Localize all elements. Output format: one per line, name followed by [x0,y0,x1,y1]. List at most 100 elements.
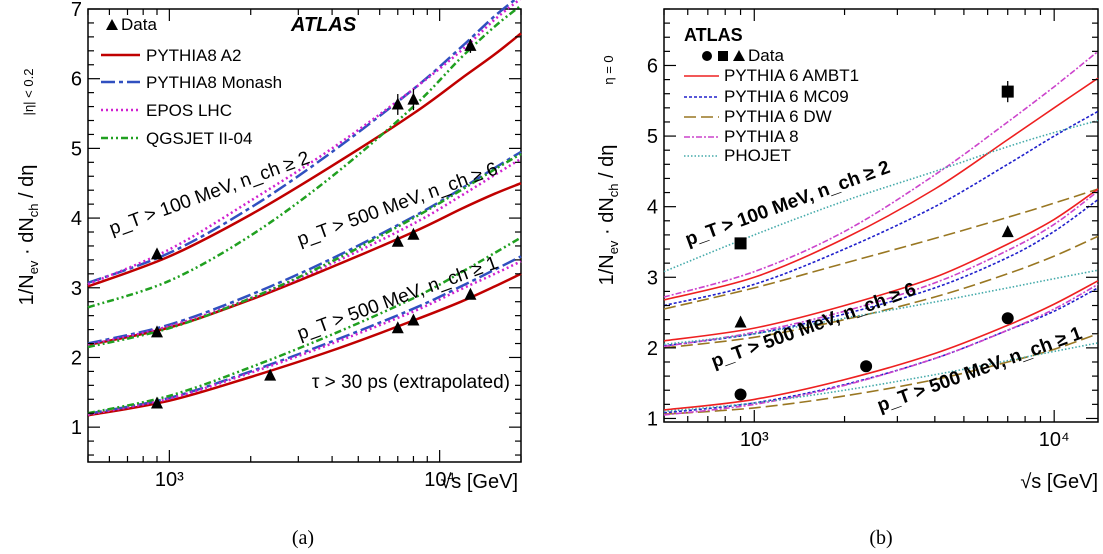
data-point-b-pt-500-mev-nch-6-0 [734,315,747,328]
curve-b-pythia-6-dw-pt-100-mev-nch-2 [663,188,1099,310]
data-point-a-pt-100-mev-nch-2-3 [464,38,477,51]
legend-label-monash: PYTHIA8 Monash [146,73,282,92]
legend-label-mc09: PYTHIA 6 MC09 [724,87,849,106]
curve-b-pythia-6-mc09-pt-500-mev-nch-6 [663,198,1099,347]
legend-label-data-a: Data [121,15,157,34]
data-point-a-pt-500-mev-nch-6-1 [391,234,404,247]
curve-a-pythia8-monash-pt-500-mev-nch-1 [87,255,522,416]
curve-a-epos-lhc-pt-100-mev-nch-2 [87,0,522,286]
y-tick-label-a-1: 1 [71,417,82,439]
curve-b-pythia-8-pt-500-mev-nch-1 [663,283,1099,416]
data-point-b-pt-100-mev-nch-2-1 [1001,85,1014,98]
x-axis-label-b: √s [GeV] [1020,471,1098,493]
legend-marker-square-b [718,51,728,61]
y-axis-label-b: 1/Nev · dNch / dη [596,145,621,286]
y-tick-label-b-5: 5 [647,126,658,148]
y-tick-label-a-4: 4 [71,208,82,230]
y-tick-label-b-3: 3 [647,267,658,289]
x-tick-label-b-1: 10⁴ [1039,429,1070,451]
data-point-a-pt-100-mev-nch-2-1 [391,97,404,110]
data-point-b-pt-100-mev-nch-2-0 [734,237,747,250]
plot-frame-b [663,8,1099,423]
legend-marker-circle-b [702,51,712,61]
data-point-a-pt-500-mev-nch-6-0 [150,325,163,338]
extrapolation-note-a: τ > 30 ps (extrapolated) [312,372,510,393]
x-axis-label-a: √s [GeV] [440,471,518,493]
curve-b-pythia-6-ambt1-pt-100-mev-nch-2 [663,77,1099,301]
y-axis-range-b: η = 0 [601,55,616,84]
y-tick-label-a-2: 2 [71,347,82,369]
legend-marker-triangle-b [733,50,745,61]
y-tick-label-a-7: 7 [71,0,82,21]
selection-label-b-1: p_T > 100 MeV, n_ch ≥ 2 [683,157,893,251]
legend-b: ATLAS Data PYTHIA 6 AMBT1 PYTHIA 6 MC09 … [684,25,859,165]
legend-label-data-b: Data [748,46,784,65]
curves-a [87,0,522,417]
panel-b: 10³ 10⁴ 1 2 3 4 5 6 1/Nev · dNch / dη η = 0 √s … [596,8,1099,549]
curve-b-pythia-6-dw-pt-500-mev-nch-6 [663,235,1099,349]
legend-label-ambt1: PYTHIA 6 AMBT1 [724,66,859,85]
curve-b-pythia-6-mc09-pt-100-mev-nch-2 [663,110,1099,307]
caption-a: (a) [292,527,314,549]
legend-label-dw: PYTHIA 6 DW [724,107,832,126]
data-point-b-pt-500-mev-nch-1-2 [1001,312,1014,325]
y-tick-label-a-5: 5 [71,138,82,160]
data-point-b-pt-500-mev-nch-6-1 [1001,225,1014,238]
curve-a-pythia8-monash-pt-500-mev-nch-6 [87,150,522,345]
curve-a-qgsjet-ii-04-pt-100-mev-nch-2 [87,4,522,309]
curve-a-qgsjet-ii-04-pt-500-mev-nch-6 [87,152,522,349]
ticks-b: 10³ 10⁴ 1 2 3 4 5 6 [647,8,1098,451]
curve-b-pythia-6-dw-pt-500-mev-nch-1 [663,333,1099,415]
experiment-label-b: ATLAS [684,25,743,45]
curve-b-phojet-pt-500-mev-nch-1 [663,342,1099,413]
curve-b-pythia-6-ambt1-pt-500-mev-nch-1 [663,280,1099,411]
legend-a: Data PYTHIA8 A2 PYTHIA8 Monash EPOS LHC … [101,15,282,148]
data-points-a [150,38,477,409]
data-point-a-pt-100-mev-nch-2-0 [150,247,163,260]
y-tick-label-b-1: 1 [647,408,658,430]
curves-b [663,50,1099,416]
data-point-a-pt-500-mev-nch-1-3 [407,313,420,326]
data-point-a-pt-500-mev-nch-1-1 [264,368,277,381]
y-tick-label-b-4: 4 [647,197,658,219]
legend-label-a2: PYTHIA8 A2 [146,46,241,65]
x-tick-label-a-1: 10⁴ [424,469,455,491]
ticks-a: 10³ 10⁴ 1 2 3 4 5 6 7 [71,0,522,491]
curve-b-pythia-8-pt-500-mev-nch-6 [663,190,1099,348]
y-tick-label-a-3: 3 [71,278,82,300]
data-point-a-pt-500-mev-nch-1-4 [464,287,477,300]
x-tick-label-b-0: 10³ [740,429,769,451]
y-axis-range-a: |η| < 0.2 [21,69,36,116]
legend-label-epos: EPOS LHC [146,101,232,120]
experiment-label-a: ATLAS [290,14,357,36]
legend-marker-data-a [106,19,118,30]
plot-frame-a [87,8,522,463]
y-tick-label-b-2: 2 [647,338,658,360]
curve-b-pythia-6-mc09-pt-500-mev-nch-1 [663,287,1099,414]
panel-a: 10³ 10⁴ 1 2 3 4 5 6 7 1/Nev · dNch / dη |η| < 0.… [16,0,522,549]
legend-label-qgsjet: QGSJET II-04 [146,129,252,148]
curve-a-epos-lhc-pt-500-mev-nch-6 [87,157,522,347]
curve-b-pythia-8-pt-100-mev-nch-2 [663,50,1099,298]
curve-b-pythia-6-ambt1-pt-500-mev-nch-6 [663,188,1099,342]
legend-label-phojet: PHOJET [724,146,791,165]
data-points-b [734,81,1014,401]
y-axis-label-a: 1/Nev · dNch / dη [16,165,41,306]
data-point-a-pt-500-mev-nch-1-2 [391,321,404,334]
caption-b: (b) [869,527,892,549]
legend-label-pythia8: PYTHIA 8 [724,127,799,146]
y-tick-label-a-6: 6 [71,69,82,91]
data-point-a-pt-500-mev-nch-1-0 [150,396,163,409]
data-point-a-pt-500-mev-nch-6-2 [407,227,420,240]
curve-a-pythia8-a2-pt-100-mev-nch-2 [87,32,522,288]
curve-a-pythia8-monash-pt-100-mev-nch-2 [87,0,517,285]
data-point-b-pt-500-mev-nch-1-0 [734,388,747,401]
curve-a-qgsjet-ii-04-pt-500-mev-nch-1 [87,236,522,415]
curve-a-pythia8-a2-pt-500-mev-nch-1 [87,272,522,417]
y-tick-label-b-6: 6 [647,55,658,77]
curve-b-phojet-pt-100-mev-nch-2 [663,119,1099,273]
data-point-a-pt-100-mev-nch-2-2 [407,92,420,105]
data-point-b-pt-500-mev-nch-1-1 [860,360,873,373]
x-tick-label-a-0: 10³ [155,469,184,491]
